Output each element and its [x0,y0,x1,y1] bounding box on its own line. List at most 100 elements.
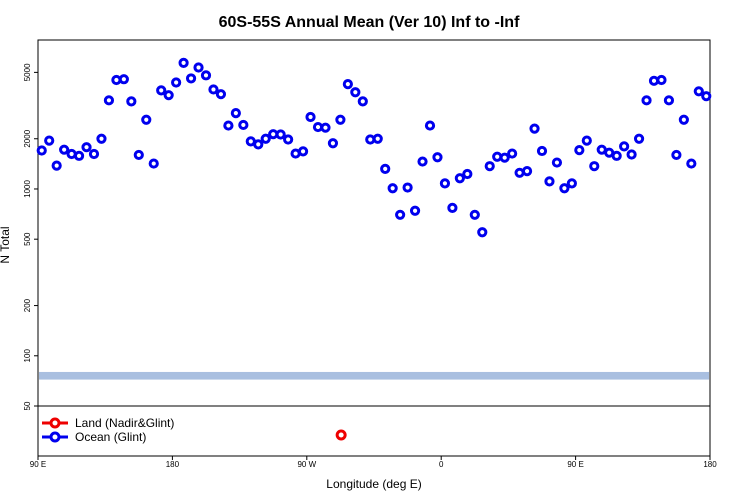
data-point [686,158,697,169]
x-tick-label: 90 W [297,460,316,469]
data-point [200,70,212,81]
y-tick-label: 5000 [23,63,32,81]
points-layer [36,57,712,238]
data-point [529,123,540,134]
data-point [477,227,488,238]
data-point [551,157,563,168]
data-point [611,150,622,161]
data-point [253,139,264,150]
data-point [73,150,85,161]
y-tick-label: 50 [23,401,32,410]
data-point [663,95,675,106]
legend-label-land: Land (Nadir&Glint) [75,416,174,430]
main-plot-frame [37,39,711,407]
legend-marker-land [49,417,61,429]
data-point [439,178,451,189]
data-point [372,133,383,144]
data-point [559,183,570,194]
data-point [701,91,712,102]
data-point [36,145,47,156]
data-point [544,176,555,187]
data-point [507,148,518,159]
legend-entry-land: Land (Nadir&Glint) [42,416,174,430]
y-axis-label: N Total [0,226,12,263]
data-point [484,161,495,172]
data-point [402,182,413,193]
data-point [103,95,115,106]
x-axis: 90 E 180 90 W 0 90 E 180 [30,456,717,469]
data-point [409,205,421,216]
data-point [297,146,309,157]
data-point [380,163,391,174]
legend-label-ocean: Ocean (Glint) [75,430,146,444]
data-point [626,149,637,160]
data-point [589,161,600,172]
y-tick-label: 2000 [23,129,32,147]
data-point [454,173,465,184]
data-point [424,120,436,131]
data-point [208,84,219,95]
data-point [656,74,667,86]
data-point [320,122,331,133]
legend: Land (Nadir&Glint) Ocean (Glint) [42,416,174,444]
data-point [432,152,443,163]
data-point [327,138,339,149]
data-point [193,62,204,73]
data-point [178,57,189,68]
band-layer [39,371,709,380]
data-point [469,209,480,220]
data-point [536,145,548,157]
data-point [521,165,533,177]
data-point [185,73,197,84]
data-point [88,148,100,160]
x-tick-label: 90 E [30,460,46,469]
data-point [223,120,234,131]
data-point [59,144,70,155]
data-point [357,96,368,107]
data-point [335,114,346,125]
data-point [126,96,137,107]
data-point [156,85,167,96]
data-point [633,133,645,144]
data-point [81,142,92,153]
y-tick-label: 200 [23,298,32,312]
data-point [283,134,294,145]
data-point [118,74,129,85]
lower-panel-frame [37,405,711,457]
y-tick-label: 1000 [23,180,32,198]
data-point [574,145,585,156]
data-point [641,95,652,106]
data-point [141,114,152,125]
data-point [581,135,592,146]
legend-entry-ocean: Ocean (Glint) [42,430,146,444]
data-point [51,160,62,171]
data-point [133,149,144,161]
x-axis-label: Longitude (deg E) [326,477,421,491]
data-point [671,149,682,161]
x-tick-label: 0 [439,460,444,469]
data-point [215,89,227,100]
data-point [44,135,55,146]
lower-panel-marker [335,429,347,441]
y-tick-label: 500 [23,232,32,246]
chart-title: 60S-55S Annual Mean (Ver 10) Inf to -Inf [219,14,520,31]
data-point [238,119,249,131]
x-tick-label: 90 E [567,460,583,469]
data-point [693,86,704,97]
x-tick-label: 180 [703,460,717,469]
data-point [96,133,107,144]
data-point [619,141,630,152]
data-point [447,202,458,214]
data-point [275,129,286,140]
y-axis: 50 100 200 500 1000 2000 5000 [23,63,38,410]
data-point [387,183,398,194]
data-point [171,77,182,88]
x-tick-label: 180 [166,460,180,469]
data-point [163,90,174,101]
data-point [678,114,689,125]
y-tick-label: 100 [23,349,32,363]
data-point [499,152,510,163]
data-point [230,107,241,119]
legend-marker-ocean [49,431,61,443]
